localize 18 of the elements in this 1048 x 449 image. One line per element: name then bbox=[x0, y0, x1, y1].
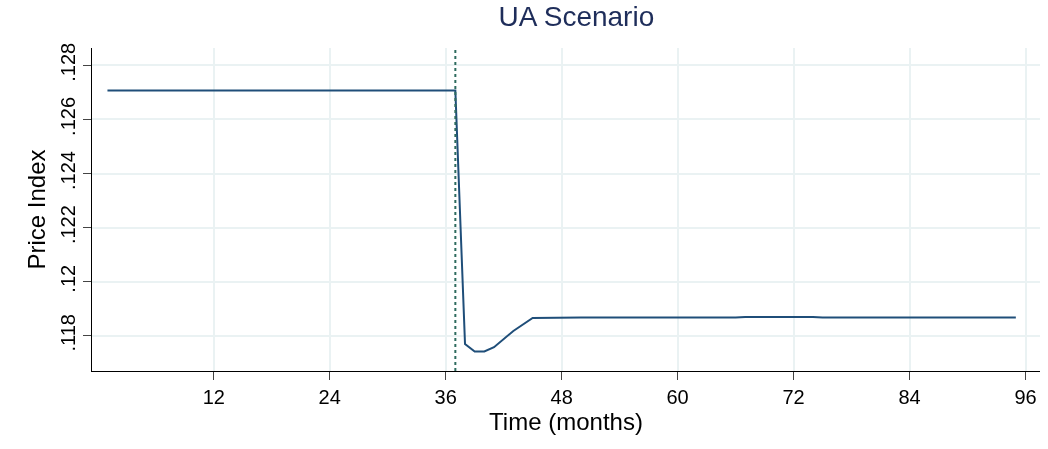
x-tick-label: 36 bbox=[434, 386, 457, 408]
x-tick-label: 84 bbox=[898, 386, 921, 408]
y-axis-title: Price Index bbox=[23, 149, 51, 270]
x-tick-label: 72 bbox=[782, 386, 805, 408]
x-tick-label: 60 bbox=[666, 386, 689, 408]
x-tick-label: 96 bbox=[1014, 386, 1037, 408]
y-tick-label: .124 bbox=[57, 151, 79, 190]
line-series bbox=[106, 89, 1017, 353]
y-tick-label: .122 bbox=[57, 205, 79, 245]
y-tick-label: .12 bbox=[57, 264, 79, 293]
x-axis-title: Time (months) bbox=[489, 408, 643, 435]
y-tick-label: .126 bbox=[57, 96, 79, 136]
x-tick-label: 48 bbox=[550, 386, 573, 408]
chart-title: UA Scenario bbox=[498, 1, 655, 33]
x-tick-label: 12 bbox=[202, 386, 225, 408]
x-tick-label: 24 bbox=[318, 386, 341, 408]
y-tick-label: .128 bbox=[57, 42, 79, 82]
y-tick-label: .118 bbox=[57, 314, 79, 352]
